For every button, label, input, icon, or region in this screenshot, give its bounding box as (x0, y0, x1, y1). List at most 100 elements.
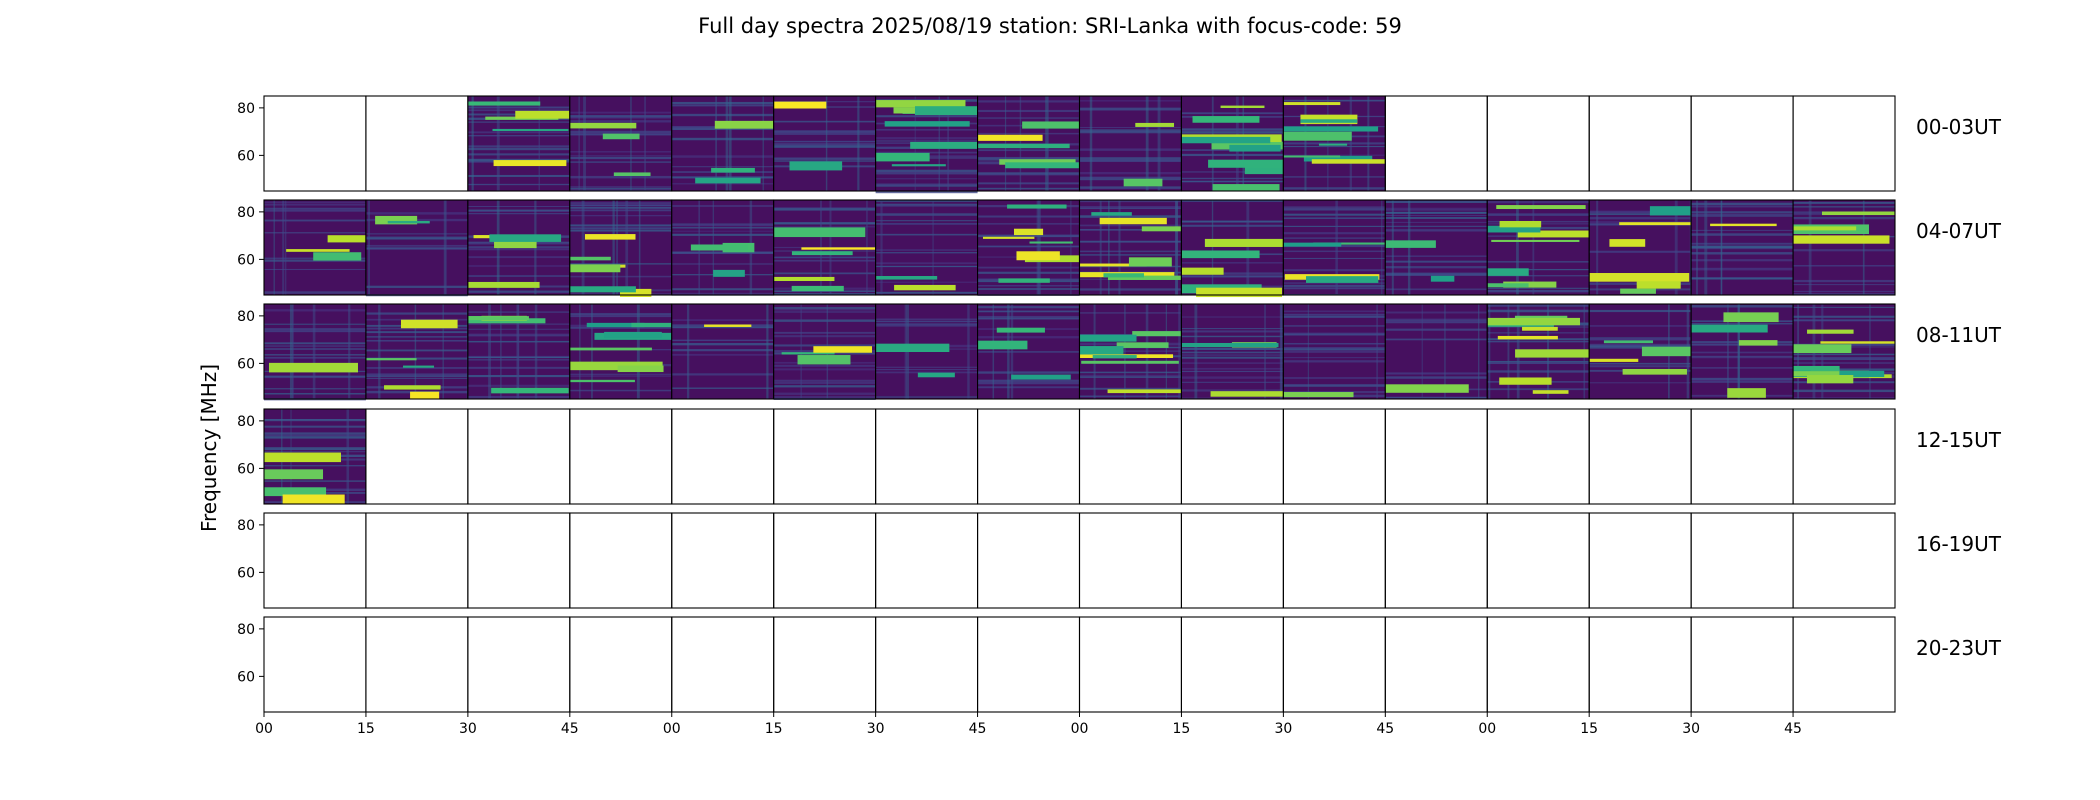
spectrum-emission-band (1499, 221, 1541, 228)
spectrum-emission-band (1318, 143, 1348, 146)
spectrum-texture-line (1385, 215, 1488, 217)
spectrum-emission-band (1649, 206, 1692, 216)
spectrum-texture-column (488, 304, 491, 399)
spectrum-texture-line (671, 227, 774, 229)
spectrum-texture-column (346, 409, 350, 504)
spectrum-emission-band (492, 128, 569, 132)
panel-16-19UT-15 (1690, 512, 1794, 609)
spectrum-emission-band (713, 269, 745, 277)
spectrum-texture-line (1385, 266, 1488, 268)
spectrum-texture-column (591, 304, 593, 399)
spectrum-texture-column (1507, 304, 1510, 399)
spectrum-texture-line (977, 288, 1080, 290)
panel-frame (671, 616, 775, 713)
spectrum-texture-line (773, 222, 876, 225)
spectrum-texture-line (773, 157, 876, 160)
spectrum-texture-column (1157, 96, 1161, 191)
spectrum-emission-band (1081, 360, 1179, 364)
spectrum-emission-band (1807, 329, 1854, 334)
spectrum-texture-line (875, 190, 978, 194)
spectrum-texture-line (365, 331, 468, 334)
spectrum-texture-line (671, 263, 774, 265)
panel-12-15UT-8 (977, 408, 1081, 505)
spectrum-emission-band (515, 110, 570, 119)
spectrum-texture-line (1793, 397, 1895, 399)
panel-16-19UT-3 (467, 512, 571, 609)
spectrum-texture-line (1283, 269, 1386, 272)
spectrum-emission-band (620, 288, 652, 297)
spectrum-texture-line (569, 224, 672, 227)
spectrum-texture-line (264, 432, 366, 435)
spectrum-texture-line (1079, 312, 1182, 314)
row-label: 16-19UT (1916, 532, 2002, 556)
spectrum-texture-line (569, 120, 672, 123)
spectrum-texture-column (967, 304, 970, 399)
spectrum-texture-line (467, 145, 570, 148)
panel-frame (1792, 408, 1896, 505)
spectrum-emission-band (1016, 251, 1060, 261)
spectrum-texture-line (569, 156, 672, 160)
panel-00-03UT-10 (1180, 95, 1284, 192)
spectrum-emission-band (569, 361, 663, 371)
y-tick-label: 80 (237, 414, 255, 430)
spectrum-emission-band (1313, 242, 1386, 245)
row-label: 04-07UT (1916, 219, 2002, 243)
spectrum-emission-band (1229, 144, 1281, 152)
spectrum-texture-line (977, 223, 1080, 225)
spectrum-emission-band (387, 220, 430, 224)
spectrum-texture-column (729, 96, 732, 191)
spectrum-texture-line (264, 425, 366, 428)
spectrum-texture-line (1181, 348, 1284, 350)
panel-04-07UT-6 (773, 199, 877, 296)
spectrum-texture-line (773, 131, 876, 133)
panel-08-11UT-9 (1078, 303, 1182, 400)
spectrum-texture-line (1487, 340, 1590, 343)
panel-08-11UT-10 (1180, 303, 1284, 400)
spectrum-texture-line (773, 319, 876, 322)
panel-row-12-15UT: 80 60 12-15UT (237, 408, 2002, 505)
spectrum-texture-line (1385, 225, 1488, 227)
panel-frame (263, 512, 367, 609)
spectrum-texture-line (569, 313, 672, 316)
panel-16-19UT-2 (365, 512, 469, 609)
panel-frame (467, 512, 571, 609)
panel-frame (569, 408, 673, 505)
spectrum-texture-line (1079, 171, 1182, 175)
panel-12-15UT-15 (1690, 408, 1794, 505)
spectrum-emission-band (1181, 342, 1279, 348)
panel-00-03UT-16 (1792, 95, 1896, 192)
spectrum-texture-line (467, 213, 570, 215)
panel-16-19UT-7 (875, 512, 979, 609)
x-tick-label: 00 (1071, 721, 1089, 737)
panel-16-19UT-14 (1588, 512, 1692, 609)
panel-00-03UT-5 (671, 95, 775, 192)
spectrum-texture-line (467, 153, 570, 156)
y-tick-label: 80 (237, 309, 255, 325)
spectrum-texture-line (671, 155, 774, 158)
spectrum-texture-line (467, 265, 570, 267)
y-tick-label: 80 (237, 622, 255, 638)
y-tick-label: 60 (237, 148, 255, 164)
spectrum-texture-line (1181, 367, 1284, 370)
spectrum-emission-band (491, 387, 569, 394)
spectrum-texture-line (773, 250, 876, 252)
panel-frame (365, 616, 469, 713)
spectrum-texture-line (977, 187, 1080, 190)
panel-00-03UT-7 (875, 95, 979, 194)
spectrum-texture-line (773, 364, 876, 367)
spectrum-texture-column (1349, 96, 1352, 191)
spectrum-texture-line (1793, 293, 1895, 295)
panel-frame (1486, 616, 1590, 713)
panel-12-15UT-4 (569, 408, 673, 505)
spectrum-emission-band (375, 215, 418, 225)
spectrum-texture-column (496, 96, 500, 191)
spectrum-texture-line (1691, 356, 1794, 359)
spectrum-texture-line (1793, 362, 1895, 364)
panel-08-11UT-13 (1486, 303, 1590, 400)
panel-12-15UT-14 (1588, 408, 1692, 505)
spectrum-texture-line (977, 306, 1080, 309)
spectrum-texture-line (1793, 356, 1895, 359)
panel-00-03UT-2 (365, 95, 469, 192)
panel-20-23UT-14 (1588, 616, 1692, 713)
spectrum-texture-line (1079, 159, 1182, 163)
